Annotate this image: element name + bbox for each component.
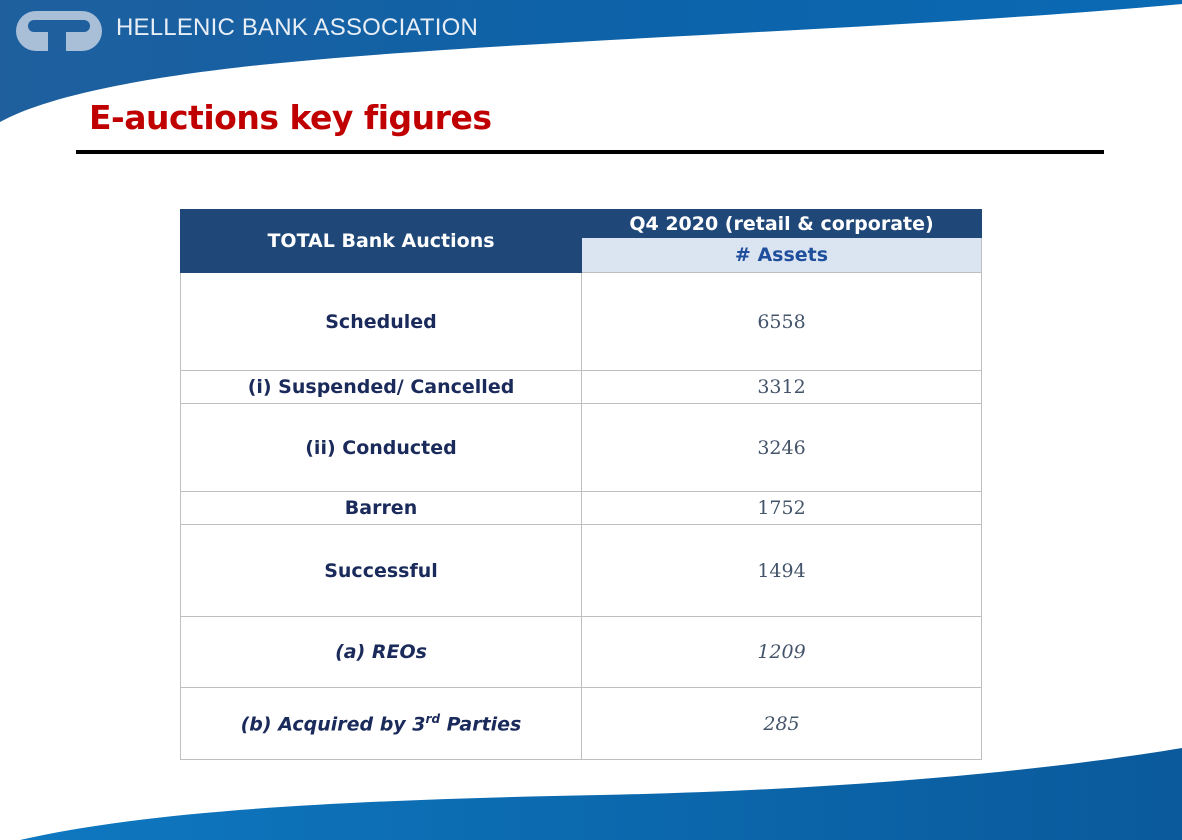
table-row: (ii) Conducted 3246 [180, 403, 982, 492]
row-label: Successful [180, 524, 582, 617]
row-value: 3312 [581, 370, 982, 404]
bottom-wave [20, 748, 1182, 840]
row-value: 1209 [581, 616, 982, 688]
row-value: 1752 [581, 491, 982, 525]
row-label: (ii) Conducted [180, 403, 582, 492]
page-title: E-auctions key figures [89, 98, 492, 137]
row-value: 3246 [581, 403, 982, 492]
table-row: (a) REOs 1209 [180, 616, 982, 688]
table-row: (i) Suspended/ Cancelled 3312 [180, 370, 982, 404]
auctions-table: TOTAL Bank Auctions Q4 2020 (retail & co… [180, 209, 982, 760]
period-header: Q4 2020 (retail & corporate) [581, 209, 982, 238]
row-label: (a) REOs [180, 616, 582, 688]
row-label-superscript: rd [425, 711, 441, 726]
table-row: (b) Acquired by 3rd Parties 285 [180, 687, 982, 760]
row-label: (i) Suspended/ Cancelled [180, 370, 582, 404]
table-row: Scheduled 6558 [180, 272, 982, 371]
row-value: 1494 [581, 524, 982, 617]
row-label-prefix: (b) Acquired by 3 [240, 713, 426, 736]
row-label: (b) Acquired by 3rd Parties [180, 687, 582, 760]
assets-column-header: # Assets [581, 237, 982, 273]
organization-name: HELLENIC BANK ASSOCIATION [116, 14, 478, 41]
table-subheader-row: # Assets [181, 237, 982, 273]
table-row: Successful 1494 [180, 524, 982, 617]
title-divider [76, 150, 1104, 154]
row-label: Scheduled [180, 272, 582, 371]
corner-header: TOTAL Bank Auctions [180, 209, 582, 273]
hba-logo [16, 11, 102, 51]
row-label: Barren [180, 491, 582, 525]
row-label-suffix: Parties [440, 713, 522, 736]
table-header-row: TOTAL Bank Auctions Q4 2020 (retail & co… [180, 209, 982, 273]
row-value: 285 [581, 687, 982, 760]
table-row: Barren 1752 [180, 491, 982, 525]
row-value: 6558 [581, 272, 982, 371]
top-wave [0, 0, 1182, 122]
